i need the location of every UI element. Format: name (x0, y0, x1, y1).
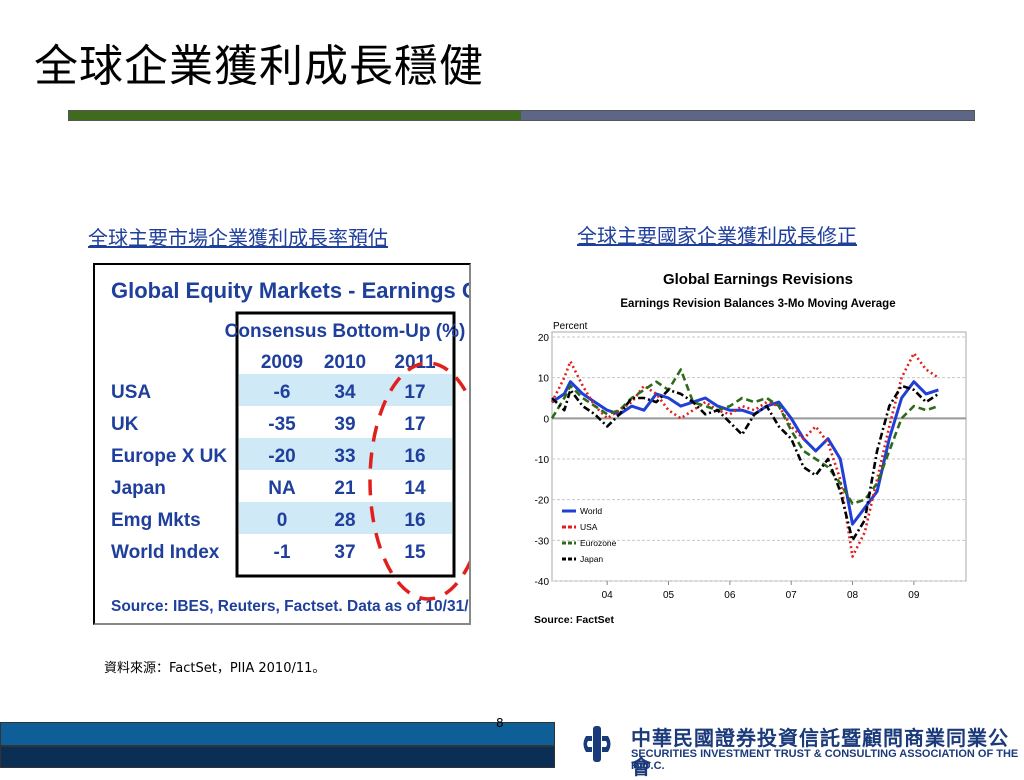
table-cell: 14 (404, 478, 426, 499)
y-tick-label: 20 (538, 333, 550, 344)
x-tick-label: 08 (847, 590, 859, 601)
association-logo-icon (578, 724, 616, 764)
table-group-header: Consensus Bottom-Up (%) (225, 321, 466, 342)
footer-band-dark (0, 746, 555, 768)
table-column-header: 2009 (261, 352, 303, 373)
title-rule (68, 110, 975, 121)
table-row-label: USA (111, 382, 151, 403)
y-tick-label: 0 (543, 414, 549, 425)
table-cell: -1 (274, 542, 291, 563)
table-cell: 16 (404, 510, 425, 531)
footer-band (0, 722, 555, 768)
table-source: Source: IBES, Reuters, Factset. Data as … (111, 598, 469, 615)
earnings-growth-table: Global Equity Markets - Earnings Growth … (93, 263, 471, 625)
left-heading: 全球主要市場企業獲利成長率預估 (88, 222, 388, 251)
y-tick-label: 10 (538, 374, 550, 385)
earnings-revisions-svg: Global Earnings Revisions Earnings Revis… (530, 262, 970, 634)
chart-source: Source: FactSet (534, 614, 614, 626)
legend-label: Japan (580, 554, 603, 564)
x-tick-label: 04 (602, 590, 614, 601)
x-tick-label: 06 (724, 590, 736, 601)
source-note: 資料來源：FactSet，PIIA 2010/11。 (104, 657, 325, 676)
table-cell: 0 (277, 510, 288, 531)
table-cell: 34 (334, 382, 356, 403)
table-cell: 21 (334, 478, 356, 499)
table-cell: 15 (404, 542, 426, 563)
table-cell: -6 (274, 382, 291, 403)
x-tick-label: 05 (663, 590, 675, 601)
y-tick-label: -40 (535, 577, 550, 588)
title-rule-green (69, 111, 521, 120)
page-number: 8 (496, 716, 504, 730)
table-cell: NA (268, 478, 296, 499)
earnings-growth-table-svg: Global Equity Markets - Earnings Growth … (95, 265, 469, 623)
legend-label: USA (580, 522, 598, 532)
chart-subtitle: Earnings Revision Balances 3-Mo Moving A… (620, 298, 895, 310)
y-tick-label: -20 (535, 496, 550, 507)
table-row-label: UK (111, 414, 139, 435)
right-heading: 全球主要國家企業獲利成長修正 (577, 220, 857, 249)
table-row-label: Europe X UK (111, 446, 227, 467)
table-row-label: Emg Mkts (111, 510, 201, 531)
table-row-label: Japan (111, 478, 166, 499)
legend-label: Eurozone (580, 538, 617, 548)
table-cell: 16 (404, 446, 425, 467)
table-column-header: 2010 (324, 352, 366, 373)
table-cell: 17 (404, 382, 425, 403)
table-column-header: 2011 (394, 352, 436, 373)
earnings-revisions-chart: Global Earnings Revisions Earnings Revis… (530, 262, 970, 634)
chart-title: Global Earnings Revisions (663, 271, 853, 288)
table-cell: 17 (404, 414, 425, 435)
table-cell: 28 (334, 510, 355, 531)
footer-band-blue (0, 722, 555, 746)
y-tick-label: -10 (535, 455, 550, 466)
y-tick-label: -30 (535, 536, 550, 547)
table-cell: 37 (334, 542, 355, 563)
y-axis-label: Percent (553, 321, 588, 332)
table-cell: 33 (334, 446, 355, 467)
x-tick-label: 07 (786, 590, 798, 601)
table-row-label: World Index (111, 542, 220, 563)
table-cell: 39 (334, 414, 355, 435)
table-title: Global Equity Markets - Earnings Growth (111, 278, 469, 303)
table-cell: -35 (268, 414, 296, 435)
table-cell: -20 (268, 446, 295, 467)
slide-title: 全球企業獲利成長穩健 (34, 30, 484, 94)
legend-label: World (580, 506, 602, 516)
x-tick-label: 09 (908, 590, 920, 601)
title-rule-slate (521, 111, 974, 120)
association-name-en: SECURITIES INVESTMENT TRUST & CONSULTING… (631, 748, 1024, 772)
